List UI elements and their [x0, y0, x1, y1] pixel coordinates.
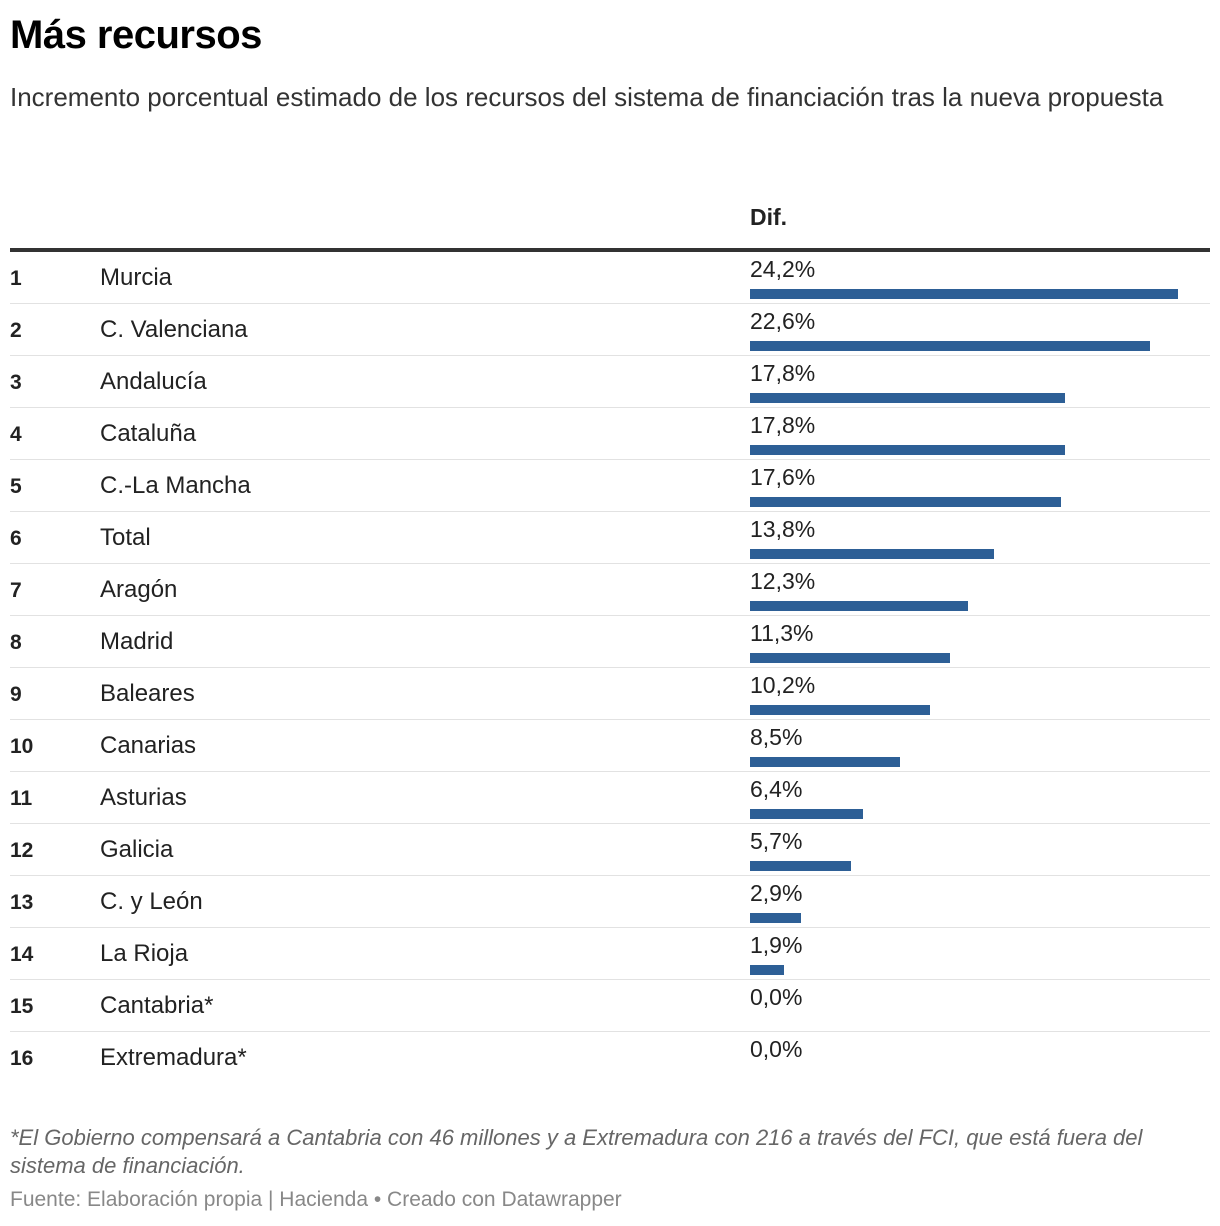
row-rank: 8: [10, 631, 22, 654]
bar-mark: [750, 445, 1065, 455]
row-value-label: 1,9%: [750, 932, 803, 958]
table-row: 12 Galicia 5,7%: [10, 824, 1210, 876]
row-region-name: Cantabria*: [100, 992, 214, 1019]
row-region-name: C. y León: [100, 888, 203, 915]
bar-mark: [750, 861, 851, 871]
row-region-name: Andalucía: [100, 368, 207, 395]
row-region-name: C.-La Mancha: [100, 472, 251, 499]
row-rank: 12: [10, 839, 34, 862]
table-header: Dif.: [10, 196, 1210, 252]
table-row: 2 C. Valenciana 22,6%: [10, 304, 1210, 356]
source-credit: Fuente: Elaboración propia | Hacienda • …: [10, 1188, 622, 1211]
row-region-name: Murcia: [100, 264, 173, 291]
chart-subtitle: Incremento porcentual estimado de los re…: [10, 82, 1164, 112]
bar-mark: [750, 653, 950, 663]
row-value-label: 17,8%: [750, 360, 816, 386]
bar-mark: [750, 341, 1150, 351]
row-rank: 7: [10, 579, 22, 602]
chart-title: Más recursos: [10, 13, 262, 57]
row-rank: 16: [10, 1047, 34, 1070]
row-value-label: 6,4%: [750, 776, 803, 802]
row-region-name: La Rioja: [100, 940, 189, 967]
bar-mark: [750, 601, 968, 611]
row-value-label: 17,8%: [750, 412, 816, 438]
table-row: 5 C.-La Mancha 17,6%: [10, 460, 1210, 512]
footnote: *El Gobierno compensará a Cantabria con …: [10, 1125, 1143, 1178]
table-row: 9 Baleares 10,2%: [10, 668, 1210, 720]
row-value-label: 22,6%: [750, 308, 816, 334]
bar-mark: [750, 965, 784, 975]
row-region-name: C. Valenciana: [100, 316, 248, 343]
ranking-table: Dif. 1 Murcia 24,2% 2 C. Valenciana 22,6% 3 And…: [10, 196, 1210, 1083]
row-region-name: Cataluña: [100, 420, 197, 447]
table-row: 11 Asturias 6,4%: [10, 772, 1210, 824]
row-region-name: Madrid: [100, 628, 174, 655]
row-value-label: 8,5%: [750, 724, 803, 750]
row-rank: 2: [10, 319, 22, 342]
value-column-header: Dif.: [750, 204, 788, 230]
row-region-name: Galicia: [100, 836, 174, 863]
row-value-label: 5,7%: [750, 828, 803, 854]
bar-mark: [750, 549, 994, 559]
bar-mark: [750, 497, 1061, 507]
row-region-name: Asturias: [100, 784, 187, 811]
row-region-name: Extremadura*: [100, 1044, 247, 1071]
table-body: 1 Murcia 24,2% 2 C. Valenciana 22,6% 3 Andalucí…: [10, 252, 1210, 1083]
row-rank: 6: [10, 527, 22, 550]
bar-mark: [750, 809, 863, 819]
row-rank: 14: [10, 943, 34, 966]
bar-mark: [750, 705, 930, 715]
row-rank: 5: [10, 475, 22, 498]
row-rank: 13: [10, 891, 34, 914]
table-row: 4 Cataluña 17,8%: [10, 408, 1210, 460]
row-region-name: Total: [100, 524, 151, 551]
table-row: 14 La Rioja 1,9%: [10, 928, 1210, 980]
row-value-label: 12,3%: [750, 568, 816, 594]
row-rank: 4: [10, 423, 22, 446]
bar-mark: [750, 393, 1065, 403]
row-rank: 9: [10, 683, 22, 706]
table-row: 1 Murcia 24,2%: [10, 252, 1210, 304]
row-value-label: 10,2%: [750, 672, 816, 698]
row-value-label: 0,0%: [750, 984, 803, 1010]
table-row: 10 Canarias 8,5%: [10, 720, 1210, 772]
table-row: 8 Madrid 11,3%: [10, 616, 1210, 668]
table-row: 7 Aragón 12,3%: [10, 564, 1210, 616]
table-row: 13 C. y León 2,9%: [10, 876, 1210, 928]
row-value-label: 0,0%: [750, 1036, 803, 1062]
row-region-name: Aragón: [100, 576, 178, 603]
row-value-label: 11,3%: [750, 620, 814, 646]
row-region-name: Baleares: [100, 680, 195, 707]
row-value-label: 17,6%: [750, 464, 816, 490]
row-value-label: 13,8%: [750, 516, 816, 542]
bar-mark: [750, 757, 900, 767]
row-rank: 15: [10, 995, 34, 1018]
row-region-name: Canarias: [100, 732, 197, 759]
table-row: 16 Extremadura* 0,0%: [10, 1032, 1210, 1083]
row-value-label: 24,2%: [750, 256, 816, 282]
row-rank: 1: [10, 267, 22, 290]
bar-mark: [750, 913, 801, 923]
row-rank: 10: [10, 735, 34, 758]
table-row: 3 Andalucía 17,8%: [10, 356, 1210, 408]
table-row: 6 Total 13,8%: [10, 512, 1210, 564]
row-value-label: 2,9%: [750, 880, 803, 906]
row-rank: 11: [10, 787, 33, 810]
table-row: 15 Cantabria* 0,0%: [10, 980, 1210, 1032]
bar-mark: [750, 289, 1178, 299]
row-rank: 3: [10, 371, 22, 394]
